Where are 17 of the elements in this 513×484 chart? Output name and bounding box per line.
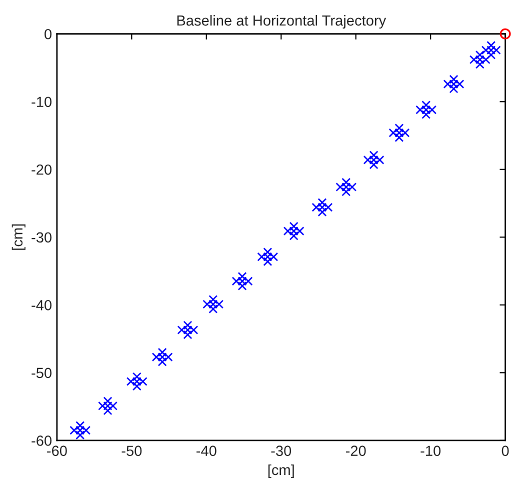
chart-title: Baseline at Horizontal Trajectory <box>177 14 386 29</box>
x-axis-title: [cm] <box>268 464 294 478</box>
x-tick-label: -40 <box>196 446 216 456</box>
x-tick-label: -50 <box>122 446 142 456</box>
x-tick-label: -60 <box>47 446 67 456</box>
y-tick-label: -50 <box>32 368 52 378</box>
y-tick-label: 0 <box>44 28 52 40</box>
x-tick-label: -30 <box>271 446 292 456</box>
y-tick-label: -30 <box>32 232 52 243</box>
x-tick-label: -10 <box>420 446 441 456</box>
x-tick-label: -20 <box>346 446 366 456</box>
y-tick-label: -60 <box>32 436 52 446</box>
y-tick-label: -20 <box>32 164 52 175</box>
y-tick-label: -10 <box>32 96 52 108</box>
x-tick-label: 0 <box>502 446 509 456</box>
y-tick-label: -40 <box>32 300 52 310</box>
y-axis-title: [cm] <box>12 224 26 250</box>
